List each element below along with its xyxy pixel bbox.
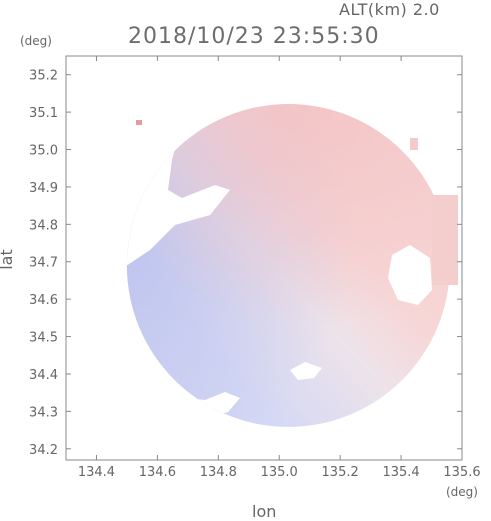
x-axis-label: lon: [252, 502, 277, 521]
y-tick-label: 34.4: [29, 368, 58, 383]
y-axis-ticks: 34.2 34.3 34.4 34.5 34.6 34.7 34.8 34.9 35.0 35.1…: [29, 69, 462, 458]
no-echo-southwest-2: [126, 372, 134, 392]
plot-frame: [65, 55, 463, 461]
no-echo-south: [290, 362, 322, 380]
y-tick-label: 34.7: [29, 256, 58, 271]
y-tick-label: 34.9: [29, 181, 58, 196]
no-echo-east: [388, 245, 432, 305]
y-tick-label: 35.1: [29, 106, 58, 121]
echo-speck-2: [410, 138, 418, 150]
y-axis-unit: (deg): [20, 34, 52, 48]
echo-speck-1: [136, 120, 142, 125]
x-tick-label: 135.2: [322, 465, 359, 480]
x-tick-label: 135.6: [443, 465, 480, 480]
y-tick-label: 35.2: [29, 69, 58, 84]
y-tick-label: 34.6: [29, 293, 58, 308]
x-tick-label: 134.6: [139, 465, 176, 480]
y-tick-label: 34.2: [29, 443, 58, 458]
y-tick-label: 34.8: [29, 218, 58, 233]
x-axis-unit: (deg): [446, 485, 478, 499]
y-tick-label: 34.5: [29, 331, 58, 346]
echo-east-band: [432, 195, 458, 285]
x-tick-label: 134.8: [200, 465, 237, 480]
x-tick-label: 134.4: [78, 465, 115, 480]
y-tick-label: 34.3: [29, 405, 58, 420]
x-tick-label: 135.0: [261, 465, 298, 480]
x-tick-label: 135.4: [382, 465, 419, 480]
altitude-label: ALT(km) 2.0: [339, 0, 440, 19]
timestamp-title: 2018/10/23 23:55:30: [128, 24, 380, 49]
y-tick-label: 35.0: [29, 144, 58, 159]
x-axis-ticks: 134.4 134.6 134.8 135.0 135.2 135.4 135.6: [78, 56, 481, 480]
no-echo-notch: [192, 78, 222, 100]
